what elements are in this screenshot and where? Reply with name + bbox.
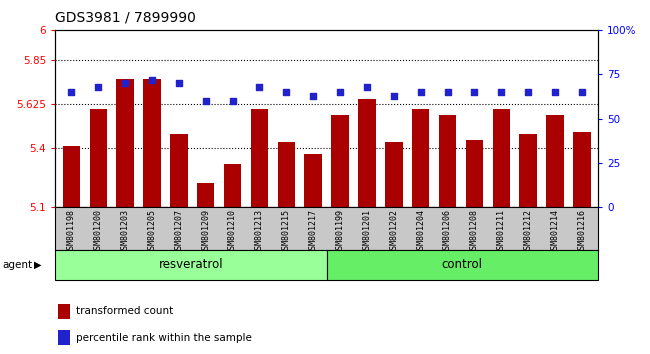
Text: GSM801209: GSM801209: [202, 209, 210, 254]
Point: [227, 98, 238, 104]
Bar: [465, 140, 483, 207]
Bar: [573, 132, 591, 207]
Text: GSM801204: GSM801204: [416, 209, 425, 254]
Bar: [251, 109, 268, 207]
Bar: [385, 142, 402, 207]
Text: resveratrol: resveratrol: [159, 258, 223, 271]
Bar: [519, 134, 537, 207]
Point: [335, 89, 345, 95]
Bar: [143, 79, 161, 207]
Text: GSM801216: GSM801216: [577, 209, 586, 254]
Bar: [493, 109, 510, 207]
Bar: [170, 134, 188, 207]
Bar: [304, 154, 322, 207]
Point: [308, 93, 318, 98]
Text: GSM801215: GSM801215: [282, 209, 291, 254]
Point: [147, 77, 157, 82]
Text: GSM801203: GSM801203: [121, 209, 129, 254]
Point: [523, 89, 534, 95]
Point: [281, 89, 291, 95]
Point: [469, 89, 480, 95]
Text: GSM801214: GSM801214: [551, 209, 560, 254]
Text: GSM801208: GSM801208: [470, 209, 479, 254]
Text: GSM801202: GSM801202: [389, 209, 398, 254]
Point: [93, 84, 103, 90]
Point: [496, 89, 506, 95]
Point: [443, 89, 453, 95]
Text: GDS3981 / 7899990: GDS3981 / 7899990: [55, 11, 196, 25]
Bar: [58, 304, 70, 319]
Text: GSM801199: GSM801199: [335, 209, 345, 254]
Bar: [224, 164, 241, 207]
Text: ▶: ▶: [34, 259, 42, 270]
Point: [577, 89, 587, 95]
Text: GSM801211: GSM801211: [497, 209, 506, 254]
Point: [66, 89, 77, 95]
Bar: [116, 79, 134, 207]
Text: GSM801201: GSM801201: [363, 209, 371, 254]
Text: GSM801206: GSM801206: [443, 209, 452, 254]
Text: GSM801210: GSM801210: [228, 209, 237, 254]
Text: GSM801207: GSM801207: [174, 209, 183, 254]
Bar: [278, 142, 295, 207]
Point: [550, 89, 560, 95]
Bar: [55, 250, 326, 280]
Point: [174, 80, 184, 86]
Bar: [439, 115, 456, 207]
Bar: [58, 330, 70, 345]
Bar: [412, 109, 430, 207]
Text: transformed count: transformed count: [76, 306, 173, 316]
Point: [415, 89, 426, 95]
Text: GSM801200: GSM801200: [94, 209, 103, 254]
Point: [120, 80, 130, 86]
Point: [362, 84, 372, 90]
Text: control: control: [442, 258, 483, 271]
Text: GSM801217: GSM801217: [309, 209, 318, 254]
Text: GSM801205: GSM801205: [148, 209, 157, 254]
Point: [254, 84, 265, 90]
Text: GSM801198: GSM801198: [67, 209, 76, 254]
Text: GSM801212: GSM801212: [524, 209, 532, 254]
Point: [389, 93, 399, 98]
Bar: [326, 250, 598, 280]
Text: percentile rank within the sample: percentile rank within the sample: [76, 333, 252, 343]
Bar: [546, 115, 564, 207]
Text: GSM801213: GSM801213: [255, 209, 264, 254]
Bar: [332, 115, 349, 207]
Point: [200, 98, 211, 104]
Bar: [197, 183, 214, 207]
Text: agent: agent: [2, 259, 32, 270]
Bar: [358, 99, 376, 207]
Bar: [62, 146, 80, 207]
Bar: [90, 109, 107, 207]
